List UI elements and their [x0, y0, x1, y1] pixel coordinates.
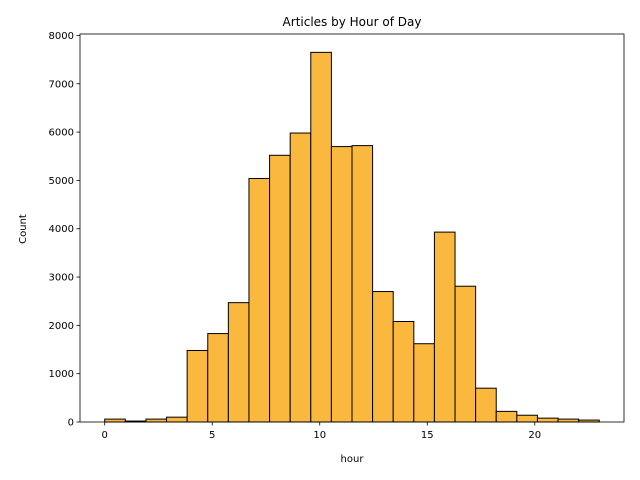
y-tick-label: 4000: [49, 224, 74, 235]
x-tick-label: 10: [313, 430, 326, 441]
histogram-bar: [433, 231, 456, 423]
histogram-bar: [310, 51, 332, 423]
histogram-bar: [557, 418, 580, 423]
histogram-bar: [269, 154, 291, 423]
bars-group: [104, 51, 600, 423]
histogram-bar: [372, 291, 394, 423]
histogram-bar: [495, 410, 518, 423]
y-tick-label: 3000: [49, 273, 74, 284]
x-tick-label: 20: [528, 430, 541, 441]
histogram-bar: [166, 416, 188, 423]
y-tick-label: 0: [68, 418, 74, 429]
histogram-bar: [454, 285, 477, 423]
y-tick-label: 1000: [49, 369, 74, 380]
x-tick-label: 5: [209, 430, 215, 441]
histogram-bar: [104, 418, 126, 423]
x-axis: 0 5 10 15 20: [102, 422, 541, 441]
histogram-bar: [248, 177, 271, 423]
histogram-bar: [392, 320, 415, 423]
y-axis-label: Count: [18, 214, 29, 244]
histogram-bar: [145, 418, 168, 423]
histogram-bar: [207, 333, 229, 423]
y-axis: 0 1000 2000 3000 4000 5000 6000 7000 8000: [49, 31, 80, 429]
y-tick-label: 2000: [49, 321, 74, 332]
y-tick-label: 8000: [49, 31, 74, 42]
histogram-bar: [516, 414, 538, 423]
histogram-bar: [227, 302, 250, 423]
y-tick-label: 7000: [49, 79, 74, 90]
histogram-bar: [330, 146, 353, 423]
y-tick-label: 6000: [49, 128, 74, 139]
plot-frame: [79, 33, 625, 423]
x-tick-label: 0: [102, 430, 108, 441]
histogram-bar: [413, 343, 435, 423]
histogram-bar: [289, 132, 312, 423]
histogram-bar: [536, 417, 559, 423]
y-tick-label: 5000: [49, 176, 74, 187]
histogram-bar: [475, 387, 497, 423]
x-tick-label: 15: [421, 430, 434, 441]
histogram-bar: [351, 145, 374, 423]
x-axis-label: hour: [341, 454, 365, 465]
histogram-bar: [186, 349, 209, 423]
chart-title: Articles by Hour of Day: [283, 15, 422, 29]
